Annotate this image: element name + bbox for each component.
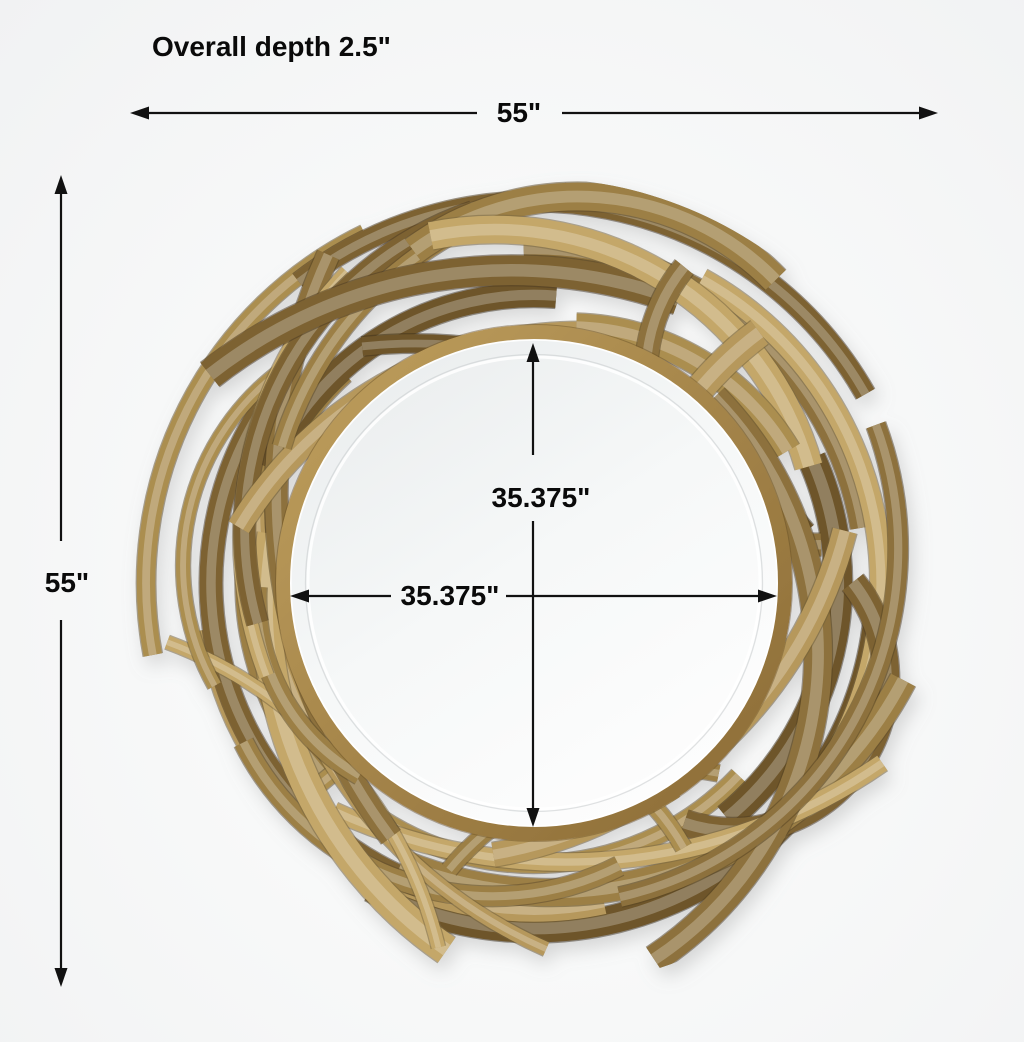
mirror-height-label: 35.375": [491, 482, 591, 513]
mirror-width-label: 35.375": [400, 580, 500, 611]
frame-wreath: [135, 181, 917, 972]
arrowhead-left-icon: [290, 589, 309, 603]
glass-gap-ring: [289, 338, 779, 828]
arrowhead-up-icon: [526, 343, 540, 362]
arrowhead-down-icon: [54, 968, 68, 987]
overall-width-dimension: [130, 106, 938, 120]
frame-strip-highlight: [576, 321, 793, 454]
frame-strip-highlight: [618, 423, 903, 902]
arrowhead-up-icon: [54, 175, 68, 194]
frame-strip-highlight: [650, 393, 824, 965]
mirror-height-dimension: [526, 343, 540, 827]
overall-height-label: 55": [44, 567, 90, 598]
arrowhead-right-icon: [919, 106, 938, 120]
frame-strip-highlight: [180, 363, 289, 688]
arrowhead-down-icon: [526, 808, 540, 827]
frame-strip-highlight: [239, 740, 622, 901]
arrowhead-right-icon: [758, 589, 777, 603]
overall-width-label: 55": [496, 97, 542, 128]
depth-label: Overall depth 2.5": [152, 31, 391, 62]
frame-strip-highlight: [205, 264, 681, 380]
arrowhead-left-icon: [130, 106, 149, 120]
mirror-product: [135, 181, 917, 972]
frame-strip-highlight: [240, 207, 475, 625]
frame-inner-ring: [276, 325, 792, 841]
frame-inner-ring-edge: [275, 324, 793, 842]
overall-height-dimension: [54, 175, 68, 987]
mirror-width-dimension: [290, 589, 777, 603]
